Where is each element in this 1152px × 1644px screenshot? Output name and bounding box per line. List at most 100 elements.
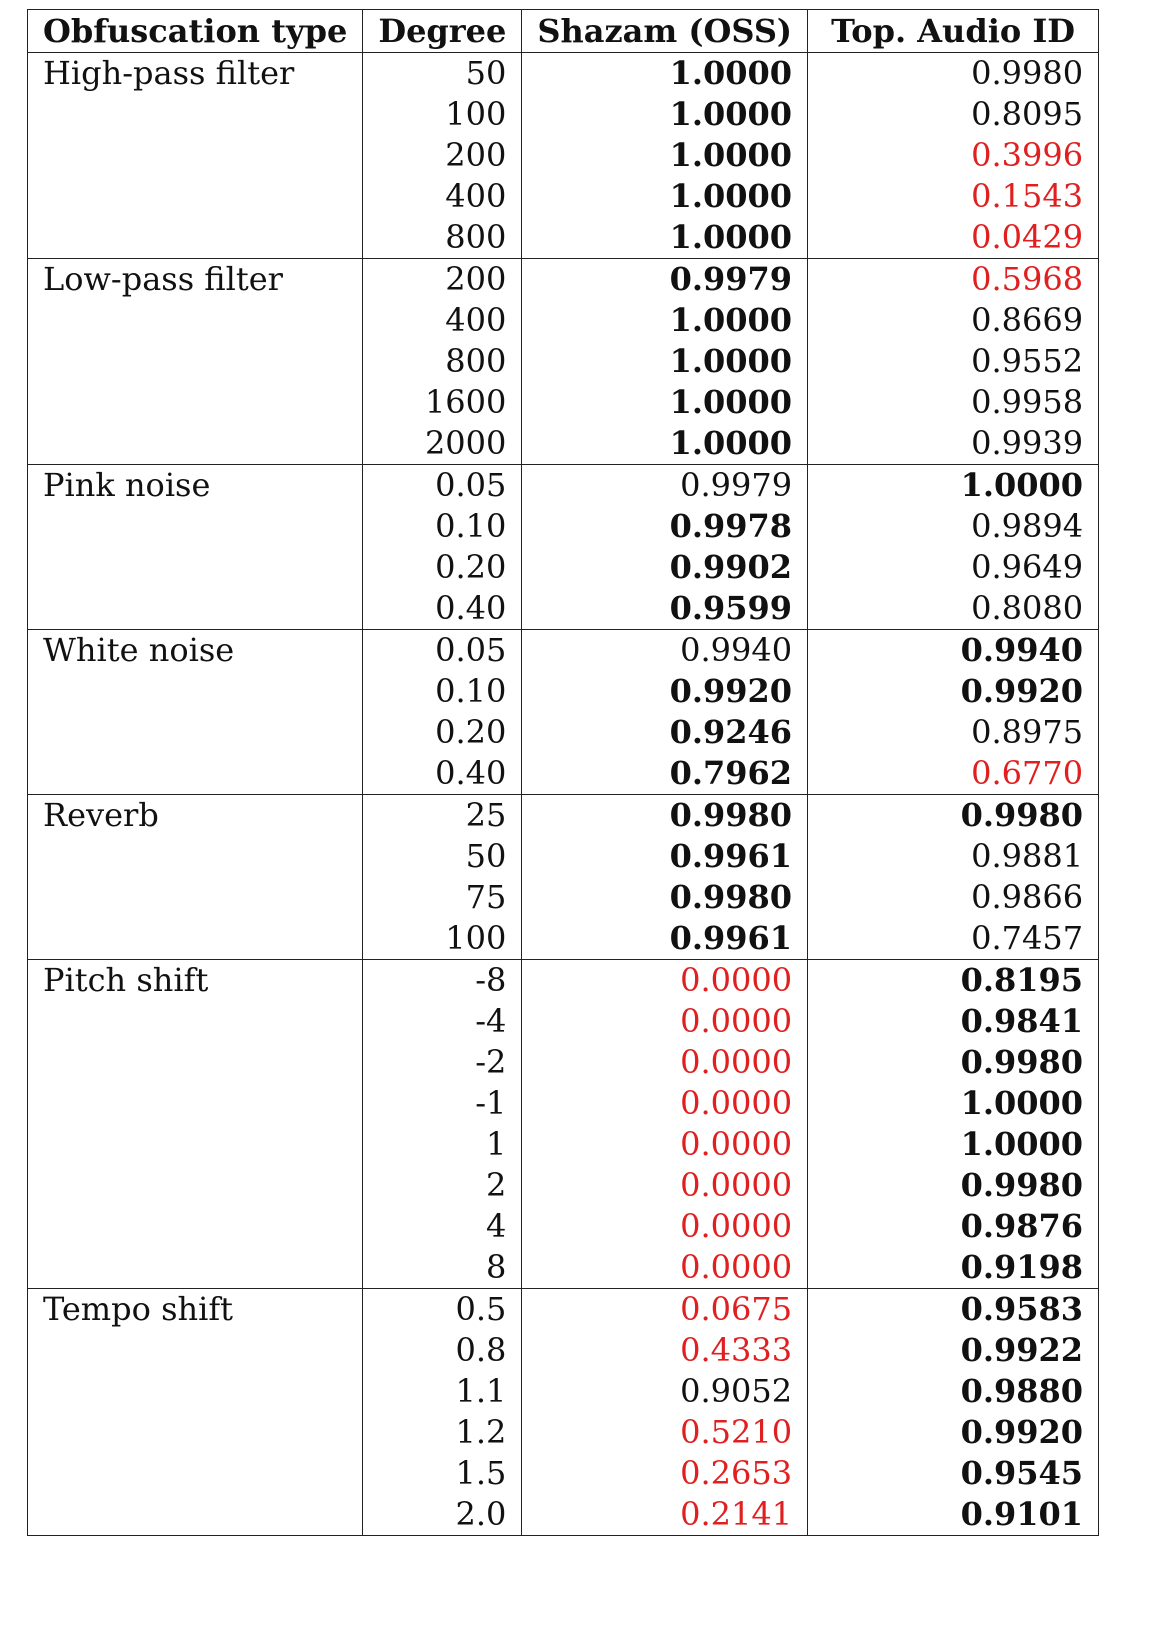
degree-cell: 2000	[362, 423, 523, 465]
top-audio-id-score-cell: 0.9545	[807, 1453, 1100, 1494]
top-audio-id-score-cell: 0.9866	[807, 877, 1100, 918]
top-audio-id-score-cell: 0.9980	[807, 1042, 1100, 1083]
header-shazam-oss: Shazam (OSS)	[521, 9, 809, 53]
table-row: 50 0.9961 0.9881	[27, 836, 1100, 877]
degree-cell: 1.2	[362, 1412, 523, 1453]
degree-cell: 0.10	[362, 506, 523, 547]
shazam-score-cell: 0.0000	[521, 1001, 809, 1042]
table-row: 0.10 0.9920 0.9920	[27, 671, 1100, 712]
obfuscation-type-cell: Low-pass filter	[27, 258, 364, 300]
obfuscation-type-cell	[27, 1494, 364, 1536]
degree-cell: 75	[362, 877, 523, 918]
table-row: 2.0 0.2141 0.9101	[27, 1494, 1100, 1536]
shazam-score-cell: 0.9978	[521, 506, 809, 547]
shazam-score-cell: 0.9961	[521, 918, 809, 960]
obfuscation-type-cell	[27, 135, 364, 176]
table-row: 8 0.0000 0.9198	[27, 1247, 1100, 1289]
table-row: 100 0.9961 0.7457	[27, 918, 1100, 960]
degree-cell: 200	[362, 135, 523, 176]
shazam-score-cell: 0.9246	[521, 712, 809, 753]
top-audio-id-score-cell: 0.8195	[807, 959, 1100, 1001]
obfuscation-type-cell	[27, 300, 364, 341]
degree-cell: 1.5	[362, 1453, 523, 1494]
top-audio-id-score-cell: 0.9922	[807, 1330, 1100, 1371]
shazam-score-cell: 1.0000	[521, 382, 809, 423]
degree-cell: 8	[362, 1247, 523, 1289]
shazam-score-cell: 0.9599	[521, 588, 809, 630]
top-audio-id-score-cell: 1.0000	[807, 1083, 1100, 1124]
table-row: Pink noise 0.05 0.9979 1.0000	[27, 464, 1100, 506]
shazam-score-cell: 0.2141	[521, 1494, 809, 1536]
degree-cell: 1.1	[362, 1371, 523, 1412]
shazam-score-cell: 0.0000	[521, 1083, 809, 1124]
top-audio-id-score-cell: 0.9880	[807, 1371, 1100, 1412]
degree-cell: 800	[362, 217, 523, 259]
degree-cell: 4	[362, 1206, 523, 1247]
table-row: Reverb 25 0.9980 0.9980	[27, 794, 1100, 836]
degree-cell: 0.05	[362, 629, 523, 671]
obfuscation-type-cell	[27, 94, 364, 135]
obfuscation-type-cell	[27, 1124, 364, 1165]
degree-cell: 400	[362, 176, 523, 217]
table-row: Pitch shift -8 0.0000 0.8195	[27, 959, 1100, 1001]
obfuscation-type-cell	[27, 382, 364, 423]
obfuscation-type-cell: White noise	[27, 629, 364, 671]
table-row: 0.10 0.9978 0.9894	[27, 506, 1100, 547]
degree-cell: 1600	[362, 382, 523, 423]
shazam-score-cell: 0.5210	[521, 1412, 809, 1453]
shazam-score-cell: 0.2653	[521, 1453, 809, 1494]
table-row: 1.1 0.9052 0.9880	[27, 1371, 1100, 1412]
header-row: Obfuscation type Degree Shazam (OSS) Top…	[27, 9, 1100, 53]
degree-cell: -1	[362, 1083, 523, 1124]
shazam-score-cell: 1.0000	[521, 135, 809, 176]
table-row: -4 0.0000 0.9841	[27, 1001, 1100, 1042]
top-audio-id-score-cell: 0.9939	[807, 423, 1100, 465]
degree-cell: 50	[362, 52, 523, 94]
top-audio-id-score-cell: 0.9552	[807, 341, 1100, 382]
table-row: 800 1.0000 0.9552	[27, 341, 1100, 382]
obfuscation-type-cell: Reverb	[27, 794, 364, 836]
shazam-score-cell: 0.9961	[521, 836, 809, 877]
shazam-score-cell: 0.9902	[521, 547, 809, 588]
shazam-score-cell: 0.0000	[521, 959, 809, 1001]
degree-cell: -8	[362, 959, 523, 1001]
table-row: 75 0.9980 0.9866	[27, 877, 1100, 918]
obfuscation-type-cell	[27, 1206, 364, 1247]
shazam-score-cell: 1.0000	[521, 94, 809, 135]
obfuscation-type-cell	[27, 547, 364, 588]
top-audio-id-score-cell: 0.9920	[807, 1412, 1100, 1453]
table-row: 0.20 0.9902 0.9649	[27, 547, 1100, 588]
degree-cell: -4	[362, 1001, 523, 1042]
obfuscation-type-cell	[27, 712, 364, 753]
degree-cell: 0.5	[362, 1288, 523, 1330]
top-audio-id-score-cell: 0.8095	[807, 94, 1100, 135]
shazam-score-cell: 0.9052	[521, 1371, 809, 1412]
obfuscation-type-cell	[27, 1247, 364, 1289]
top-audio-id-score-cell: 0.9920	[807, 671, 1100, 712]
obfuscation-type-cell	[27, 671, 364, 712]
header-top-audio-id: Top. Audio ID	[807, 9, 1100, 53]
obfuscation-type-cell	[27, 588, 364, 630]
top-audio-id-score-cell: 0.6770	[807, 753, 1100, 795]
top-audio-id-score-cell: 1.0000	[807, 464, 1100, 506]
shazam-score-cell: 0.9979	[521, 464, 809, 506]
obfuscation-type-cell	[27, 1001, 364, 1042]
header-obfuscation-type: Obfuscation type	[27, 9, 364, 53]
degree-cell: 0.40	[362, 753, 523, 795]
shazam-score-cell: 0.9979	[521, 258, 809, 300]
top-audio-id-score-cell: 0.0429	[807, 217, 1100, 259]
table-row: -1 0.0000 1.0000	[27, 1083, 1100, 1124]
table-row: 2000 1.0000 0.9939	[27, 423, 1100, 465]
degree-cell: 100	[362, 94, 523, 135]
shazam-score-cell: 1.0000	[521, 217, 809, 259]
degree-cell: 2	[362, 1165, 523, 1206]
table-row: 400 1.0000 0.8669	[27, 300, 1100, 341]
shazam-score-cell: 0.0000	[521, 1206, 809, 1247]
obfuscation-type-cell	[27, 341, 364, 382]
degree-cell: 0.8	[362, 1330, 523, 1371]
table-row: 100 1.0000 0.8095	[27, 94, 1100, 135]
obfuscation-type-cell	[27, 753, 364, 795]
table-body: High-pass filter 50 1.0000 0.9980 100 1.0000 0…	[27, 52, 1100, 1536]
obfuscation-type-cell	[27, 506, 364, 547]
top-audio-id-score-cell: 0.7457	[807, 918, 1100, 960]
